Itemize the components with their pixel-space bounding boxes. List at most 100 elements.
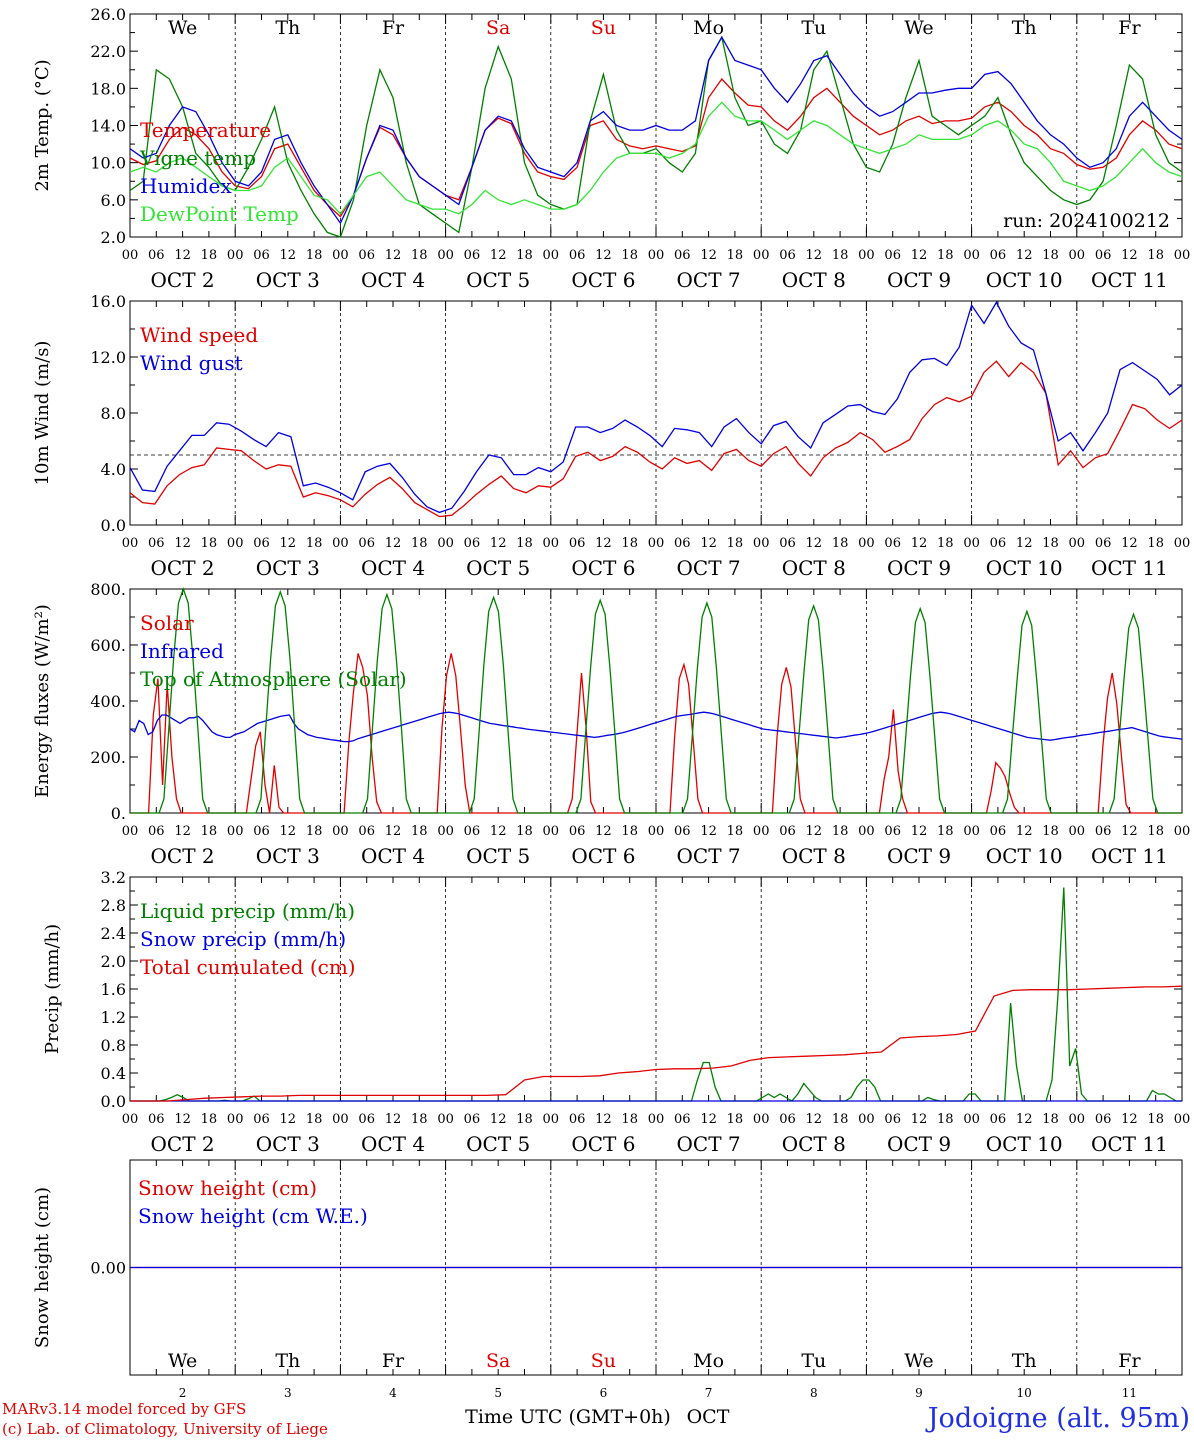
hour-tick-label: 00 (437, 536, 454, 551)
legend-entry: DewPoint Temp (140, 202, 299, 226)
weekday-label: Su (591, 17, 616, 39)
hour-tick-label: 06 (148, 1112, 165, 1127)
y-tick-label: 3.2 (101, 868, 126, 887)
hour-tick-label: 12 (911, 248, 928, 263)
date-label: OCT 10 (986, 1132, 1063, 1156)
date-label: OCT 4 (361, 1132, 425, 1156)
hour-tick-label: 00 (1069, 824, 1086, 839)
y-tick-label: 18.0 (90, 79, 126, 98)
hour-tick-label: 18 (832, 536, 849, 551)
date-label: OCT 2 (151, 1132, 215, 1156)
hour-tick-label: 12 (1121, 536, 1138, 551)
hour-tick-label: 00 (648, 824, 665, 839)
hour-tick-label: 00 (648, 536, 665, 551)
date-label: OCT 8 (782, 556, 846, 580)
hour-tick-label: 12 (174, 1112, 191, 1127)
hour-tick-label: 18 (727, 536, 744, 551)
hour-tick-label: 18 (411, 248, 428, 263)
hour-tick-label: 00 (543, 1112, 560, 1127)
legend-entry: Humidex (140, 174, 232, 198)
hour-tick-label: 00 (1174, 1112, 1191, 1127)
date-label: OCT 10 (986, 556, 1063, 580)
hour-tick-label: 00 (227, 248, 244, 263)
hour-tick-label: 18 (621, 536, 638, 551)
date-label: OCT 3 (256, 268, 320, 292)
y-tick-label: 12.0 (90, 348, 126, 367)
hour-tick-label: 12 (174, 824, 191, 839)
hour-tick-label: 12 (280, 248, 297, 263)
hour-tick-label: 06 (148, 536, 165, 551)
y-tick-label: 600. (90, 636, 126, 655)
hour-tick-label: 18 (306, 248, 323, 263)
hour-tick-label: 06 (1095, 248, 1112, 263)
hour-tick-label: 06 (1095, 1112, 1112, 1127)
day-number-label: 5 (494, 1386, 502, 1400)
y-tick-label: 1.2 (101, 1008, 126, 1027)
hour-tick-label: 06 (990, 248, 1007, 263)
hour-tick-label: 18 (306, 824, 323, 839)
hour-tick-label: 06 (779, 536, 796, 551)
hour-tick-label: 06 (674, 824, 691, 839)
y-tick-label: 14.0 (90, 117, 126, 136)
series-infrared (129, 711, 1183, 743)
date-label: OCT 3 (256, 556, 320, 580)
hour-tick-label: 12 (1121, 824, 1138, 839)
copyright: (c) Lab. of Climatology, University of L… (2, 1420, 328, 1438)
hour-tick-label: 18 (727, 1112, 744, 1127)
date-label: OCT 6 (571, 1132, 635, 1156)
hour-tick-label: 12 (806, 536, 823, 551)
hour-tick-label: 06 (1095, 536, 1112, 551)
date-label: OCT 9 (887, 268, 951, 292)
date-label: OCT 9 (887, 556, 951, 580)
hour-tick-label: 12 (490, 824, 507, 839)
weekday-label: Mo (693, 1350, 724, 1372)
legend-entry: Snow height (cm) (138, 1176, 317, 1200)
hour-tick-label: 00 (227, 1112, 244, 1127)
hour-tick-label: 12 (911, 1112, 928, 1127)
legend-entry: Total cumulated (cm) (140, 955, 356, 979)
series-total-cumulated-cm (130, 985, 1183, 1102)
hour-tick-label: 12 (806, 824, 823, 839)
weekday-label: Tu (801, 17, 826, 39)
hour-tick-label: 18 (727, 824, 744, 839)
date-label: OCT 11 (1091, 556, 1168, 580)
hour-tick-label: 06 (779, 248, 796, 263)
weekday-label: Fr (382, 17, 405, 39)
model-credit: MARv3.14 model forced by GFS (2, 1400, 246, 1418)
weekday-label: Tu (801, 1350, 826, 1372)
hour-tick-label: 12 (911, 824, 928, 839)
hour-tick-label: 12 (1016, 536, 1033, 551)
hour-tick-label: 06 (884, 1112, 901, 1127)
hour-tick-label: 12 (1121, 248, 1138, 263)
hour-tick-label: 06 (358, 536, 375, 551)
date-label: OCT 2 (151, 844, 215, 868)
hour-tick-label: 06 (569, 1112, 586, 1127)
run-annotation: run: 2024100212 (1003, 210, 1170, 232)
hour-tick-label: 18 (201, 1112, 218, 1127)
hour-tick-label: 18 (832, 248, 849, 263)
date-label: OCT 8 (782, 844, 846, 868)
hour-tick-label: 12 (806, 248, 823, 263)
x-axis-month: OCT (687, 1406, 730, 1428)
weekday-label: Th (275, 17, 300, 39)
y-axis-label-precip: Precip (mm/h) (42, 924, 63, 1054)
y-tick-label: 400. (90, 692, 126, 711)
day-number-label: 10 (1017, 1386, 1032, 1400)
series-temperature (129, 77, 1183, 218)
y-tick-label: 6.0 (101, 191, 126, 210)
date-label: OCT 11 (1091, 1132, 1168, 1156)
y-tick-label: 0.8 (101, 1036, 126, 1055)
hour-tick-label: 06 (569, 536, 586, 551)
y-axis-label-temp: 2m Temp. (°C) (32, 59, 53, 191)
hour-tick-label: 18 (937, 1112, 954, 1127)
legend-entry: Wind gust (140, 351, 243, 375)
hour-tick-label: 12 (385, 1112, 402, 1127)
hour-tick-label: 00 (437, 824, 454, 839)
hour-tick-label: 18 (516, 824, 533, 839)
y-tick-label: 0. (111, 804, 126, 823)
series-wind-speed (129, 360, 1183, 518)
hour-tick-label: 06 (464, 536, 481, 551)
weekday-label: We (904, 1350, 933, 1372)
hour-tick-label: 00 (543, 536, 560, 551)
hour-tick-label: 12 (595, 824, 612, 839)
